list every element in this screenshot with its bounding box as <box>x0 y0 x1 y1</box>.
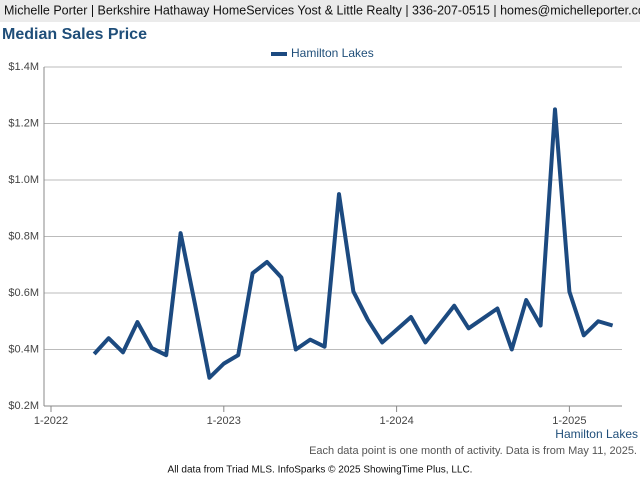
x-tick-label: 1-2025 <box>552 415 586 427</box>
axis-series-label: Hamilton Lakes <box>555 427 638 441</box>
chart-title: Median Sales Price <box>2 26 147 43</box>
y-tick-label: $0.4M <box>8 343 39 355</box>
y-tick-label: $0.6M <box>8 287 39 299</box>
footnote: Each data point is one month of activity… <box>309 445 637 457</box>
y-tick-label: $1.0M <box>8 174 39 186</box>
source: All data from Triad MLS. InfoSparks © 20… <box>168 465 473 476</box>
y-tick-label: $0.8M <box>8 230 39 242</box>
x-tick-label: 1-2022 <box>34 415 68 427</box>
y-tick-label: $0.2M <box>8 400 39 412</box>
x-tick-label: 1-2023 <box>207 415 241 427</box>
header-bar <box>0 0 640 22</box>
x-tick-label: 1-2024 <box>379 415 413 427</box>
legend-label: Hamilton Lakes <box>291 46 374 60</box>
series-line <box>92 107 614 380</box>
header: Michelle Porter | Berkshire Hathaway Hom… <box>4 3 640 17</box>
y-tick-label: $1.4M <box>8 61 39 73</box>
y-tick-label: $1.2M <box>8 117 39 129</box>
